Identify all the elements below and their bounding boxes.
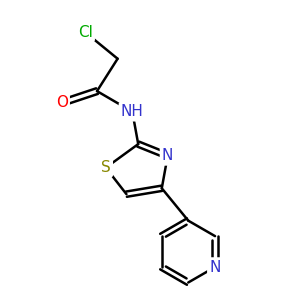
Text: Cl: Cl — [78, 25, 93, 40]
Text: NH: NH — [121, 104, 144, 119]
Text: N: N — [162, 148, 173, 164]
Text: N: N — [209, 260, 221, 274]
Text: S: S — [101, 160, 111, 175]
Text: O: O — [56, 95, 68, 110]
